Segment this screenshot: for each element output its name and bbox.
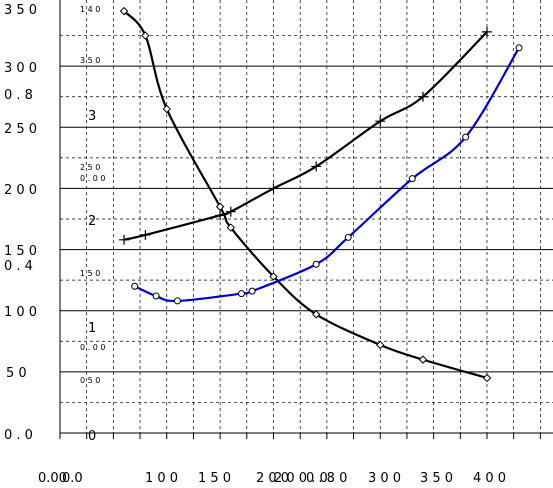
data-point [140,229,151,240]
data-point [215,202,225,211]
data-point [344,233,352,241]
data-point [225,206,236,217]
data-point [418,355,428,364]
data-point [482,26,492,37]
inner-axis-label: 1 4 0 [80,5,100,14]
inner-axis-label: 1 5 0 [80,269,100,278]
data-point [311,161,322,172]
series-line-1 [123,31,488,241]
x-tick-label: 1 0 0 [145,471,178,486]
x-tick-label: 2 0 0 . 0 [274,471,328,486]
data-point [408,175,416,183]
series-line-2 [134,47,520,303]
y-tick-label: 5 0 [6,366,27,381]
data-point [311,310,321,319]
data-point [482,373,492,383]
data-point [226,223,236,232]
inner-axis-label: 2 [88,214,96,229]
data-point [515,44,523,52]
x-tick-label: 3 0 0 [368,471,401,486]
x-tick-labels: 0.00 0.0 1 0 0 1 5 0 2 0 0 2 0 0 . 0 0 .… [38,471,506,486]
axes [59,0,553,434]
x-tick-label: 4 0 0 [473,471,506,486]
data-point [162,104,171,114]
data-point [119,6,129,16]
inner-axis-label: 0 5 0 [80,376,100,385]
data-point [215,210,226,221]
data-point [248,287,256,295]
data-point [237,290,245,298]
x-tick-label: 3 5 0 [420,471,453,486]
inner-axis-label: 0 . 0 0 [80,343,105,352]
data-point [417,91,428,102]
inner-axis-label: 0 . 0 0 [80,174,105,183]
inner-axis-label: 2 5 0 [80,163,100,172]
data-point [173,297,181,305]
inner-axis-label: 0 [88,429,96,444]
x-tick-label: 0.0 [62,471,83,486]
y-extra-label: 0 . 8 [4,88,33,103]
x-tick-label: 0 . 8 0 [306,471,347,486]
x-tick-label: 1 5 0 [198,471,231,486]
data-point [462,133,470,141]
data-point [269,272,278,281]
data-point [375,116,386,127]
data-point [119,234,130,245]
y-tick-labels: 0 . 0 5 0 1 0 0 1 5 0 2 0 0 2 5 0 3 0 0 … [4,3,37,443]
series-line-0 [123,10,488,380]
data-point [152,292,160,300]
x-tick-label: 0.00 [38,471,67,486]
y-tick-label: 2 5 0 [4,122,37,137]
y-tick-label: 1 0 0 [4,305,37,320]
data-point [268,183,279,194]
y-tick-label: 2 0 0 [4,183,37,198]
data-point [131,282,139,290]
data-point [312,260,320,268]
inner-axis-label: 1 [88,321,96,336]
y-tick-label: 3 5 0 [4,3,37,18]
series [119,6,523,383]
data-point [141,31,150,40]
inner-axis-labels: 1 4 0 3 5 0 3 2 5 0 0 . 0 0 2 1 5 0 1 0 … [80,5,105,444]
inner-axis-label: 3 [88,109,96,124]
y-tick-label: 0 . 0 [4,428,33,443]
grid [59,0,553,439]
y-extra-label: 0 . 4 [4,259,33,274]
x-tick-label: 2 0 0 [256,471,289,486]
y-tick-label: 1 5 0 [4,244,37,259]
data-point [376,340,385,350]
inner-axis-label: 3 5 0 [80,56,100,65]
y-tick-label: 3 0 0 [4,61,37,76]
